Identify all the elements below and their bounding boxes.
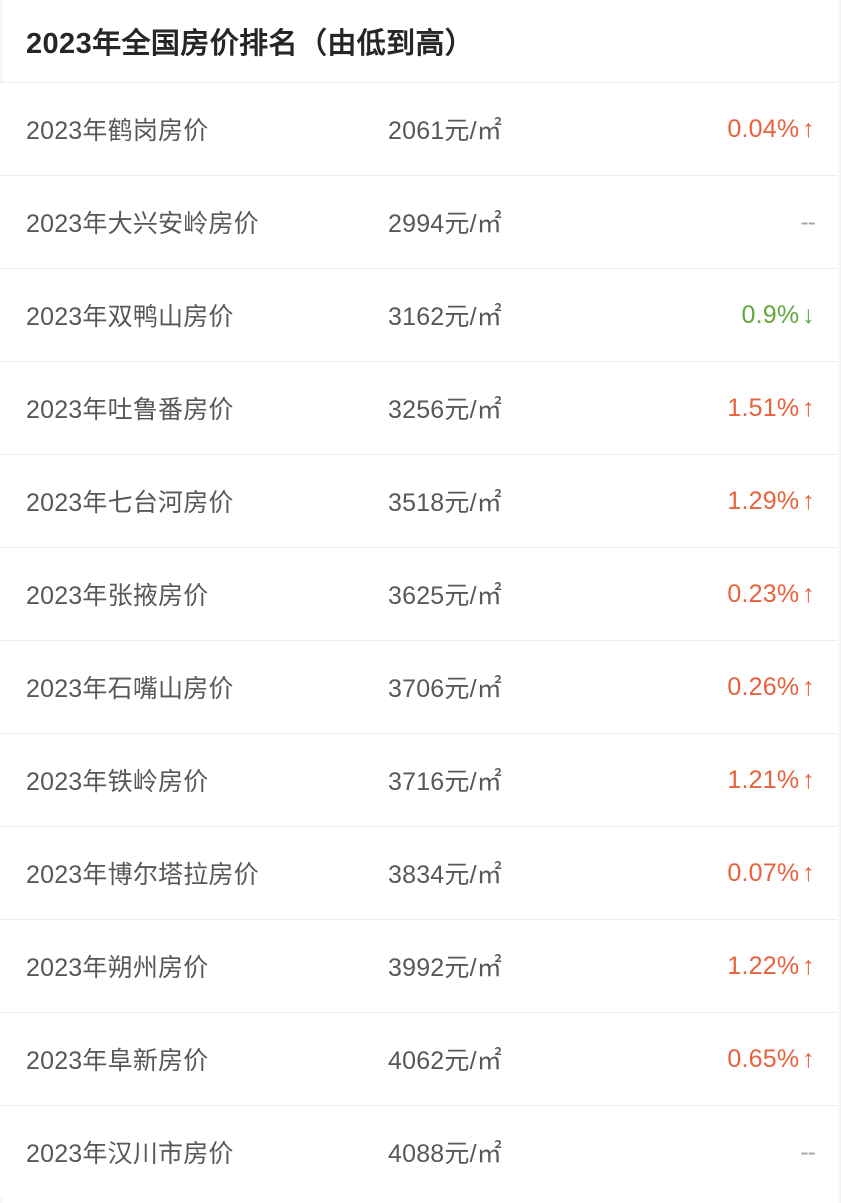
change-indicator: --	[688, 207, 816, 236]
table-row[interactable]: 2023年张掖房价 3625元/㎡ 0.23% ↑	[0, 547, 841, 640]
table-row[interactable]: 2023年石嘴山房价 3706元/㎡ 0.26% ↑	[0, 640, 841, 733]
change-value: 0.65%	[727, 1044, 800, 1073]
price-value: 3162元/㎡	[388, 303, 502, 331]
change-indicator: 1.21% ↑	[688, 765, 815, 794]
city-label: 2023年双鸭山房价	[26, 303, 234, 331]
arrow-up-icon: ↑	[802, 579, 815, 608]
change-indicator: 0.26% ↑	[688, 672, 815, 701]
table-row[interactable]: 2023年鹤岗房价 2061元/㎡ 0.04% ↑	[0, 82, 841, 175]
price-value: 4062元/㎡	[388, 1047, 502, 1075]
price-value: 3518元/㎡	[388, 489, 502, 517]
change-value: 0.23%	[727, 579, 800, 608]
change-value: 0.26%	[727, 672, 800, 701]
city-label: 2023年汉川市房价	[26, 1140, 234, 1168]
price-value: 3716元/㎡	[388, 768, 502, 796]
house-price-ranking-table: 2023年鹤岗房价 2061元/㎡ 0.04% ↑ 2023年大兴安岭房价 2994元/㎡…	[0, 82, 841, 1198]
table-row[interactable]: 2023年汉川市房价 4088元/㎡ --	[0, 1105, 841, 1198]
arrow-up-icon: ↑	[802, 858, 815, 887]
page-header: 2023年全国房价排名（由低到高）	[0, 0, 841, 82]
city-label: 2023年七台河房价	[26, 489, 234, 517]
price-value: 3256元/㎡	[388, 396, 502, 424]
price-value: 3625元/㎡	[388, 582, 502, 610]
arrow-up-icon: ↑	[802, 951, 815, 980]
table-row[interactable]: 2023年博尔塔拉房价 3834元/㎡ 0.07% ↑	[0, 826, 841, 919]
city-label: 2023年吐鲁番房价	[26, 396, 234, 424]
price-value: 3706元/㎡	[388, 675, 502, 703]
price-value: 4088元/㎡	[388, 1140, 502, 1168]
city-label: 2023年博尔塔拉房价	[26, 861, 259, 889]
change-value: 0.9%	[741, 300, 800, 329]
arrow-up-icon: ↑	[802, 114, 815, 143]
change-value: 1.21%	[727, 765, 800, 794]
change-value: 0.07%	[727, 858, 800, 887]
change-indicator: 0.65% ↑	[688, 1044, 815, 1073]
arrow-up-icon: ↑	[802, 672, 815, 701]
change-value: 1.22%	[727, 951, 800, 980]
arrow-up-icon: ↑	[802, 1044, 815, 1073]
change-value: --	[800, 207, 816, 236]
table-row[interactable]: 2023年吐鲁番房价 3256元/㎡ 1.51% ↑	[0, 361, 841, 454]
arrow-up-icon: ↑	[802, 765, 815, 794]
city-label: 2023年石嘴山房价	[26, 675, 234, 703]
change-indicator: 1.29% ↑	[688, 486, 815, 515]
change-indicator: 1.22% ↑	[688, 951, 815, 980]
price-value: 2994元/㎡	[388, 210, 502, 238]
city-label: 2023年鹤岗房价	[26, 117, 209, 145]
city-label: 2023年张掖房价	[26, 582, 209, 610]
table-row[interactable]: 2023年大兴安岭房价 2994元/㎡ --	[0, 175, 841, 268]
price-value: 3834元/㎡	[388, 861, 502, 889]
table-row[interactable]: 2023年阜新房价 4062元/㎡ 0.65% ↑	[0, 1012, 841, 1105]
change-indicator: 0.04% ↑	[688, 114, 815, 143]
change-value: 0.04%	[727, 114, 800, 143]
city-label: 2023年阜新房价	[26, 1047, 209, 1075]
table-row[interactable]: 2023年铁岭房价 3716元/㎡ 1.21% ↑	[0, 733, 841, 826]
change-value: 1.51%	[727, 393, 800, 422]
change-indicator: 0.23% ↑	[688, 579, 815, 608]
price-value: 2061元/㎡	[388, 117, 502, 145]
table-row[interactable]: 2023年七台河房价 3518元/㎡ 1.29% ↑	[0, 454, 841, 547]
change-indicator: --	[688, 1137, 816, 1166]
change-value: 1.29%	[727, 486, 800, 515]
table-row[interactable]: 2023年朔州房价 3992元/㎡ 1.22% ↑	[0, 919, 841, 1012]
change-indicator: 1.51% ↑	[688, 393, 815, 422]
city-label: 2023年朔州房价	[26, 954, 209, 982]
change-indicator: 0.9% ↓	[688, 300, 815, 329]
city-label: 2023年铁岭房价	[26, 768, 209, 796]
arrow-up-icon: ↑	[802, 486, 815, 515]
arrow-down-icon: ↓	[802, 300, 815, 329]
change-value: --	[800, 1137, 816, 1166]
change-indicator: 0.07% ↑	[688, 858, 815, 887]
page-title: 2023年全国房价排名（由低到高）	[26, 28, 475, 60]
price-value: 3992元/㎡	[388, 954, 502, 982]
arrow-up-icon: ↑	[802, 393, 815, 422]
table-row[interactable]: 2023年双鸭山房价 3162元/㎡ 0.9% ↓	[0, 268, 841, 361]
city-label: 2023年大兴安岭房价	[26, 210, 259, 238]
